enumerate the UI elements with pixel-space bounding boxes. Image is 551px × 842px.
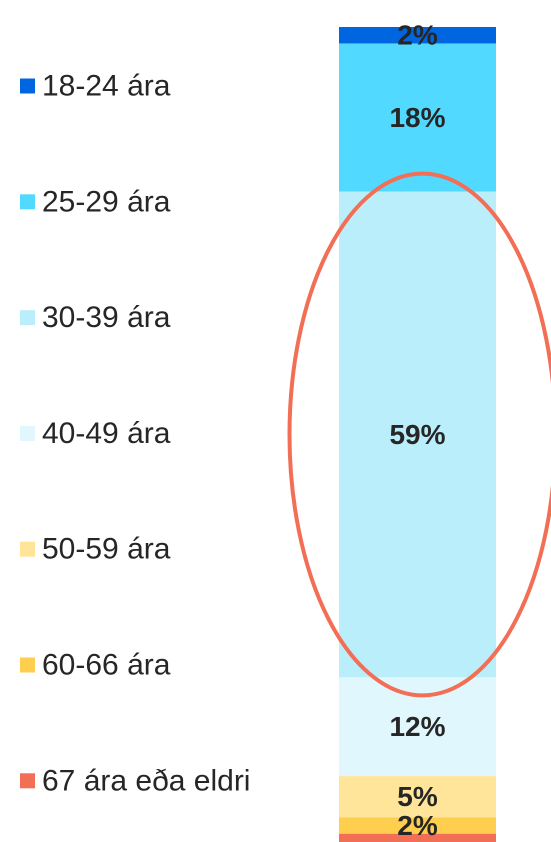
legend-swatch (20, 773, 35, 789)
highlight-ellipse (287, 171, 551, 698)
legend-label: 67 ára eða eldri (42, 764, 250, 797)
legend-item-40-49-ra: 40-49 ára (20, 417, 171, 450)
legend-swatch (20, 194, 35, 210)
legend-swatch (20, 78, 35, 94)
legend: 18-24 ára 25-29 ára 30-39 ára 40-49 ára 50-5… (20, 70, 250, 797)
bar-segment-25-29-ra (339, 43, 496, 192)
legend-swatch (20, 425, 35, 441)
data-label-30-39-ra: 59% (389, 419, 445, 450)
data-label-40-49-ra: 12% (389, 711, 445, 742)
legend-label: 40-49 ára (42, 417, 171, 450)
bar-segment-60-66-ra (339, 817, 496, 834)
legend-item-67-ra-e-a-eldri: 67 ára eða eldri (20, 764, 250, 797)
bar-segment-30-39-ra (339, 191, 496, 678)
legend-item-60-66-ra: 60-66 ára (20, 649, 171, 682)
legend-swatch (20, 541, 35, 557)
legend-item-50-59-ra: 50-59 ára (20, 533, 171, 566)
data-labels: 2%18%59%12%5%2% (389, 20, 445, 841)
legend-item-25-29-ra: 25-29 ára (20, 185, 171, 218)
bar-segment-18-24-ra (339, 27, 496, 44)
legend-swatch (20, 310, 35, 326)
legend-label: 30-39 ára (42, 301, 171, 334)
data-label-18-24-ra: 2% (397, 20, 438, 51)
stacked-bar (339, 27, 496, 842)
legend-label: 18-24 ára (42, 70, 171, 103)
legend-label: 60-66 ára (42, 649, 171, 682)
bar-segment-50-59-ra (339, 776, 496, 818)
legend-swatch (20, 657, 35, 673)
legend-label: 25-29 ára (42, 185, 171, 218)
data-label-50-59-ra: 5% (397, 781, 438, 812)
legend-item-30-39-ra: 30-39 ára (20, 301, 171, 334)
legend-item-18-24-ra: 18-24 ára (20, 70, 171, 103)
data-label-25-29-ra: 18% (389, 102, 445, 133)
bar-segment-67-ra-e-a-eldri (339, 833, 496, 842)
data-label-60-66-ra: 2% (397, 810, 438, 841)
legend-label: 50-59 ára (42, 533, 171, 566)
